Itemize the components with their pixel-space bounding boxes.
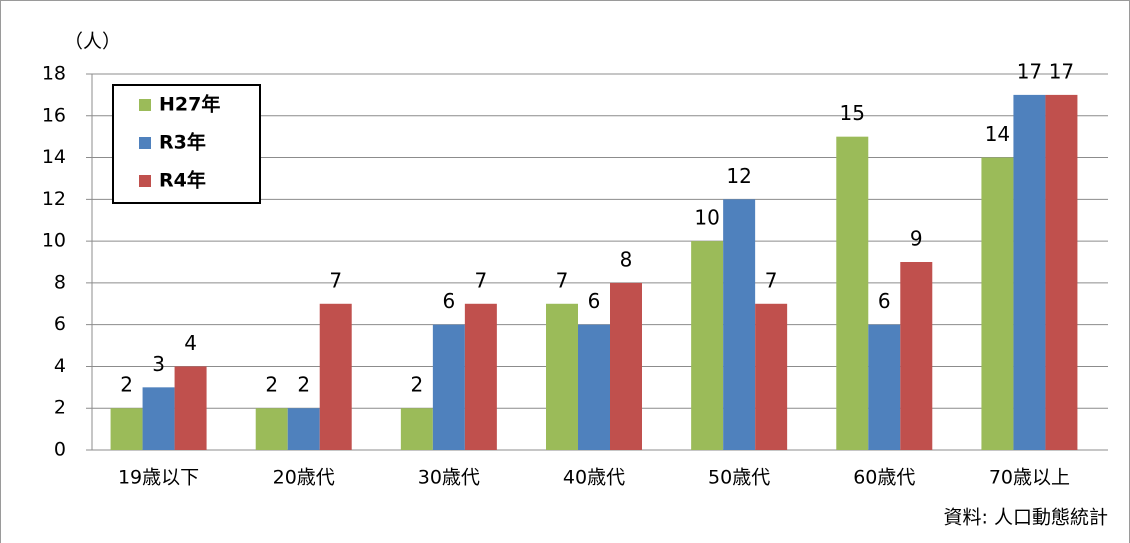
legend-label: H27年 [159,93,220,116]
value-label: 6 [878,289,891,313]
bar [432,324,465,450]
bar [319,303,352,450]
bar [1013,94,1046,450]
y-unit-label: （人） [64,31,121,53]
bar [691,241,724,450]
y-tick-label: 10 [42,230,66,252]
value-label: 8 [620,247,633,271]
bar [1045,94,1078,450]
x-tick-label: 40歳代 [563,467,625,489]
value-label: 12 [726,164,751,188]
legend-swatch [139,99,151,111]
value-label: 4 [184,331,197,355]
bar [174,366,207,450]
bar [723,199,756,450]
legend-swatch [139,175,151,187]
value-label: 3 [152,352,165,376]
x-tick-label: 20歳代 [273,467,335,489]
x-tick-label: 50歳代 [708,467,770,489]
value-label: 7 [556,268,569,292]
value-label: 10 [694,206,719,230]
y-tick-label: 16 [42,104,66,126]
value-label: 2 [120,373,133,397]
value-label: 7 [329,268,342,292]
value-label: 17 [1049,59,1074,83]
x-tick-label: 19歳以下 [118,467,199,489]
x-tick-label: 30歳代 [418,467,480,489]
bar [110,408,143,450]
value-label: 6 [442,289,455,313]
y-tick-label: 0 [54,439,66,461]
bar [900,262,933,450]
bar [546,303,578,450]
bar [255,408,288,450]
y-tick-label: 12 [42,188,66,210]
legend-box [112,84,261,204]
y-tick-label: 18 [42,63,66,85]
x-tick-label: 60歳代 [853,467,915,489]
legend-label: R3年 [159,131,206,154]
value-label: 2 [410,373,423,397]
bar [578,324,610,450]
bar [464,303,497,450]
bar [610,282,642,450]
y-tick-label: 8 [54,271,66,293]
bar [142,387,175,450]
value-label: 6 [588,289,601,313]
value-label: 17 [1017,59,1042,83]
value-label: 15 [840,101,865,125]
bar [868,324,901,450]
bar [755,303,788,450]
source-note: 資料: 人口動態統計 [944,507,1108,529]
bar [836,136,869,450]
value-label: 14 [985,122,1010,146]
value-label: 7 [765,268,778,292]
bar [981,157,1014,451]
value-label: 2 [265,373,278,397]
y-tick-label: 6 [54,313,66,335]
value-label: 9 [910,227,923,251]
legend-label: R4年 [159,169,206,192]
value-label: 7 [474,268,487,292]
bar [400,408,433,450]
y-tick-label: 14 [42,146,66,168]
legend-swatch [139,137,151,149]
y-tick-label: 2 [54,397,66,419]
bar [287,408,320,450]
y-tick-label: 4 [54,355,66,377]
value-label: 2 [297,373,310,397]
x-tick-label: 70歳以上 [989,467,1070,489]
